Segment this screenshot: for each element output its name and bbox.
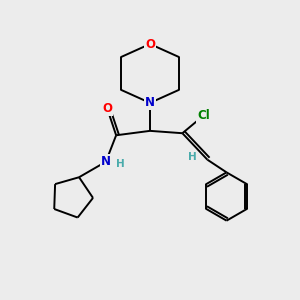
Text: N: N bbox=[145, 96, 155, 110]
Text: H: H bbox=[116, 159, 124, 169]
Text: Cl: Cl bbox=[197, 109, 210, 122]
Text: O: O bbox=[102, 102, 112, 115]
Text: H: H bbox=[188, 152, 197, 162]
Text: O: O bbox=[145, 38, 155, 50]
Text: N: N bbox=[101, 155, 111, 168]
